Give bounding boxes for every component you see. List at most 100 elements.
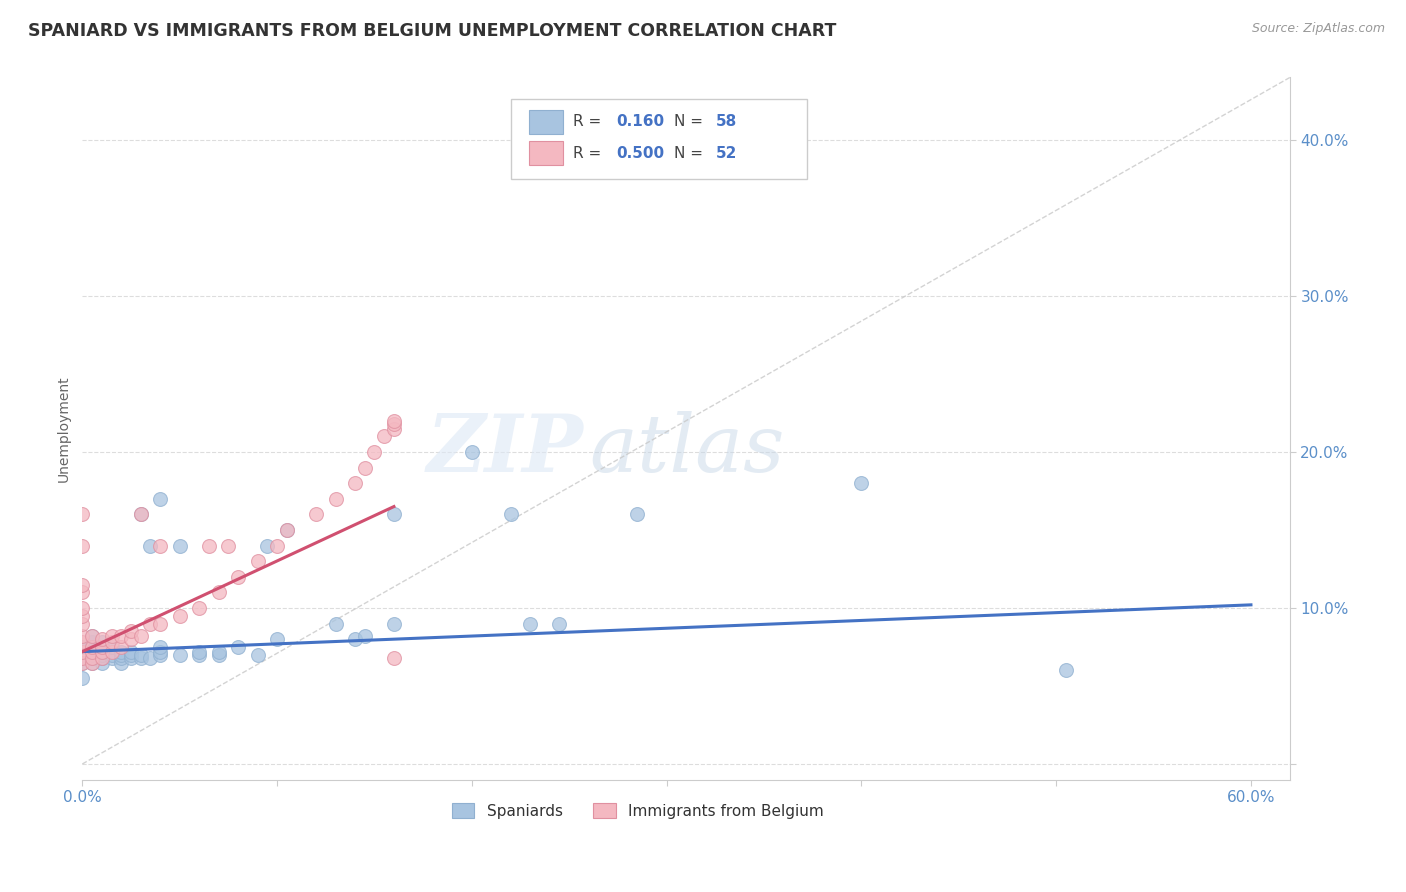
Point (149, 645, 172, 659)
Point (80, 651, 103, 665)
Point (266, 632, 288, 647)
Point (382, 417, 405, 431)
Point (72, 629, 94, 643)
Point (72, 608, 94, 623)
Text: ZIP: ZIP (426, 411, 583, 488)
Point (80, 635, 103, 649)
Point (305, 508, 328, 522)
Point (100, 645, 122, 659)
Point (217, 539, 239, 553)
Point (110, 640, 132, 654)
Point (169, 608, 191, 623)
Point (72, 656, 94, 670)
Point (548, 616, 571, 631)
Point (382, 421, 405, 435)
Point (208, 585, 231, 599)
Point (499, 508, 522, 522)
Point (90, 645, 112, 659)
Point (100, 635, 122, 649)
Point (169, 539, 191, 553)
Point (80, 656, 103, 670)
Point (626, 508, 648, 522)
Point (382, 651, 405, 665)
Point (72, 577, 94, 591)
Y-axis label: Unemployment: Unemployment (58, 376, 72, 482)
Point (129, 508, 152, 522)
Point (129, 629, 152, 643)
Point (80, 629, 103, 643)
Point (129, 508, 152, 522)
Point (72, 539, 94, 553)
Point (382, 616, 405, 631)
Point (120, 624, 142, 639)
Text: N =: N = (673, 114, 707, 129)
Point (353, 629, 375, 643)
Point (72, 635, 94, 649)
FancyBboxPatch shape (529, 141, 562, 165)
Point (90, 651, 112, 665)
Point (72, 616, 94, 631)
Point (100, 648, 122, 662)
Point (120, 645, 142, 659)
Point (382, 508, 405, 522)
FancyBboxPatch shape (510, 98, 807, 179)
Point (129, 648, 152, 662)
Point (325, 616, 347, 631)
Point (276, 523, 298, 537)
Point (139, 651, 162, 665)
Point (100, 629, 122, 643)
Point (188, 601, 211, 615)
Point (72, 601, 94, 615)
Point (120, 648, 142, 662)
Point (226, 570, 249, 584)
Point (343, 476, 366, 491)
Point (149, 648, 172, 662)
Text: N =: N = (673, 145, 707, 161)
Point (373, 429, 395, 443)
Point (80, 648, 103, 662)
Point (226, 640, 249, 654)
Text: R =: R = (572, 145, 606, 161)
Point (139, 539, 162, 553)
Point (80, 645, 103, 659)
Point (461, 445, 484, 459)
Point (188, 648, 211, 662)
Point (72, 640, 94, 654)
Text: Source: ZipAtlas.com: Source: ZipAtlas.com (1251, 22, 1385, 36)
Point (72, 656, 94, 670)
Point (246, 554, 269, 568)
Point (276, 523, 298, 537)
Point (246, 648, 269, 662)
Point (1054, 664, 1077, 678)
Point (80, 629, 103, 643)
Text: 0.160: 0.160 (616, 114, 664, 129)
Point (129, 651, 152, 665)
Point (169, 648, 191, 662)
Point (90, 651, 112, 665)
Legend: Spaniards, Immigrants from Belgium: Spaniards, Immigrants from Belgium (446, 797, 830, 824)
Point (188, 645, 211, 659)
Point (149, 640, 172, 654)
Point (519, 616, 541, 631)
Text: 58: 58 (716, 114, 738, 129)
Point (80, 640, 103, 654)
Point (80, 640, 103, 654)
Point (110, 656, 132, 670)
Point (72, 508, 94, 522)
Point (149, 491, 172, 506)
Point (100, 651, 122, 665)
Point (149, 616, 172, 631)
Point (90, 656, 112, 670)
Text: SPANIARD VS IMMIGRANTS FROM BELGIUM UNEMPLOYMENT CORRELATION CHART: SPANIARD VS IMMIGRANTS FROM BELGIUM UNEM… (28, 22, 837, 40)
Point (90, 635, 112, 649)
Point (80, 651, 103, 665)
Point (72, 585, 94, 599)
Text: atlas: atlas (589, 411, 785, 488)
Point (325, 491, 347, 506)
FancyBboxPatch shape (529, 110, 562, 134)
Point (343, 632, 366, 647)
Point (110, 645, 132, 659)
Text: 52: 52 (716, 145, 738, 161)
Point (110, 629, 132, 643)
Point (851, 476, 873, 491)
